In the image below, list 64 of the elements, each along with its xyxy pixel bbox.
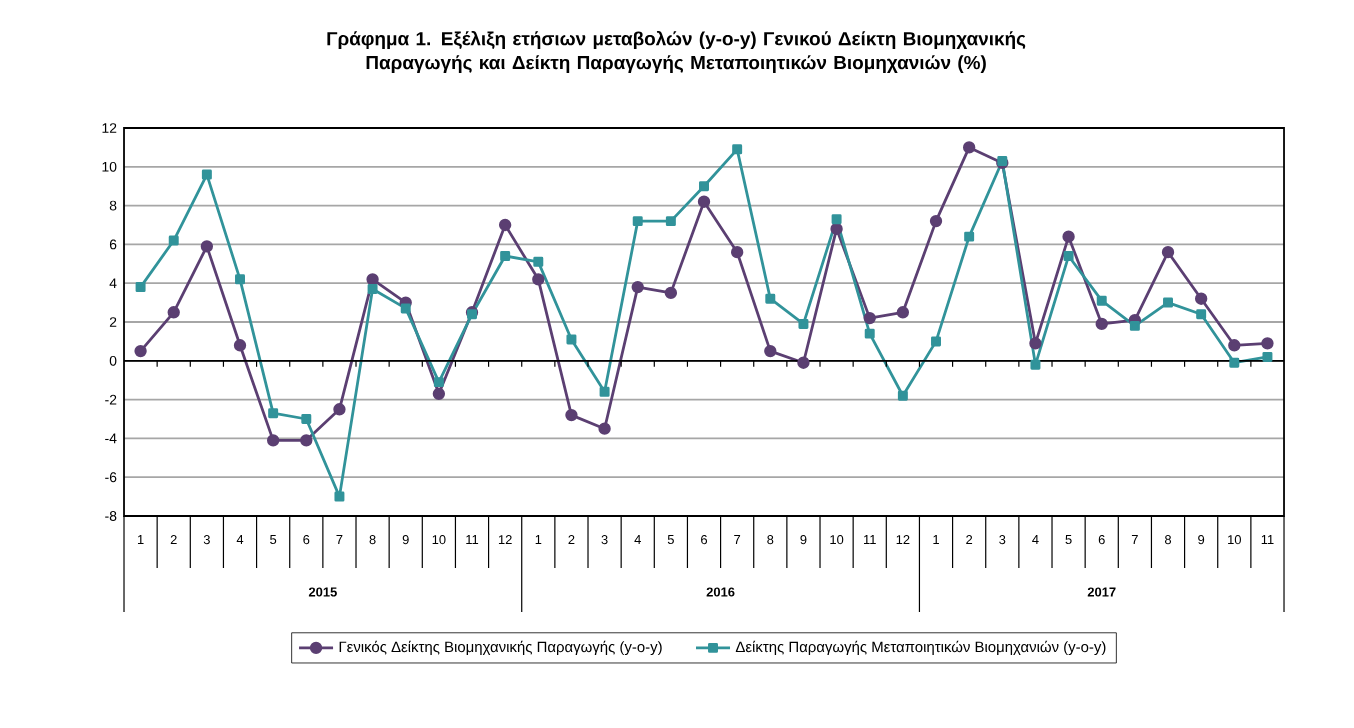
point [1228,339,1241,352]
point [764,344,777,358]
point [1163,297,1173,308]
point [565,408,578,422]
point [1229,357,1240,368]
point [897,390,908,401]
point [831,214,842,225]
point [168,235,179,246]
point [432,387,446,400]
point [830,222,843,236]
point [334,491,345,502]
point [1196,309,1207,320]
point [732,144,743,155]
point [797,356,810,369]
point [201,169,212,180]
point [929,214,943,228]
point [1194,292,1208,305]
point [1063,251,1074,262]
point [235,274,245,285]
point [697,195,711,208]
point [167,306,180,319]
point [367,284,378,294]
point [1129,320,1140,331]
point [433,377,444,388]
chart-title: Γράφημα 1. Εξέλιξη ετήσιων μεταβολών (y-o-y) Γενικού Δείκτη Βιομηχανικής Παραγωγής και Δείκτη Παραγωγής Μεταποιητικών Βιομηχανιών (%) [327,30,1026,74]
point [1261,337,1274,350]
point [931,336,941,347]
point [500,251,511,262]
point [400,303,411,314]
point [134,344,147,358]
point [533,256,544,267]
point [1062,230,1075,243]
point [300,434,313,447]
point [964,231,975,242]
point [1262,351,1273,362]
point [632,216,643,227]
point [498,218,512,232]
point [1095,317,1108,331]
point [333,403,346,416]
point [962,141,976,154]
point [896,306,910,319]
point [268,408,279,419]
point [1030,359,1041,370]
point [1161,245,1175,259]
point [665,216,676,227]
point [598,422,611,435]
point [631,280,644,294]
point [301,414,312,424]
point [864,328,875,339]
point [730,245,744,259]
point [863,311,876,325]
point [135,282,146,293]
point [266,434,280,447]
point [599,386,610,397]
point [1029,337,1042,350]
point [765,293,776,304]
point [798,318,809,329]
point [200,240,214,253]
point [233,339,247,352]
point [1096,295,1107,306]
point [532,273,545,286]
point [699,181,709,192]
point [664,286,678,300]
point [566,334,577,345]
